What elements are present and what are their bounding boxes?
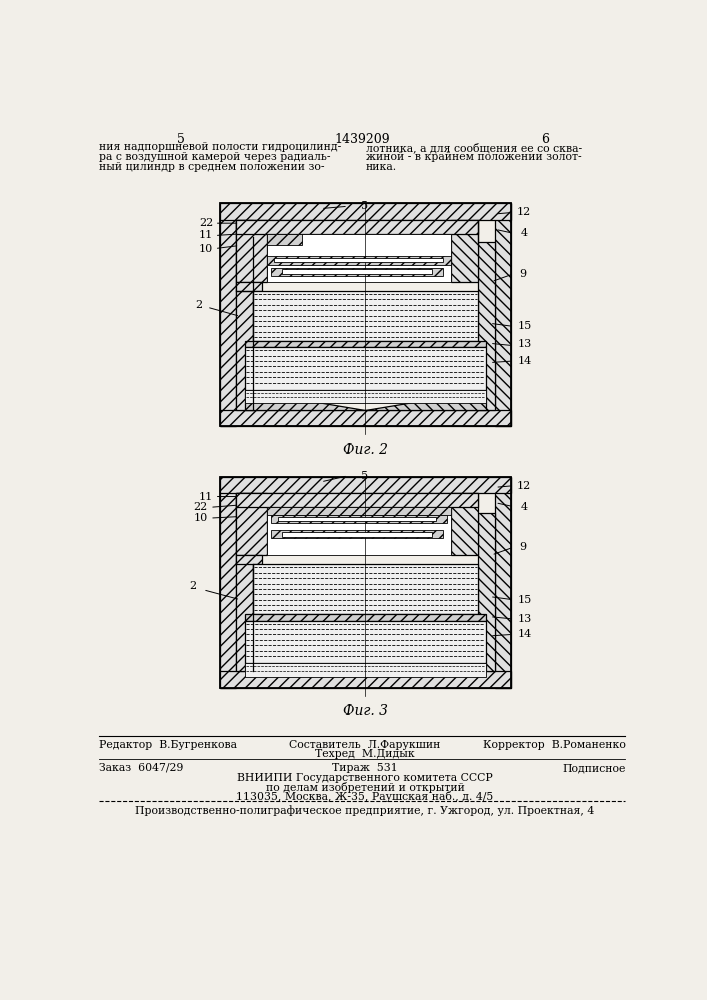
Bar — [235, 555, 262, 564]
Text: Тираж  531: Тираж 531 — [332, 763, 398, 773]
Bar — [235, 493, 252, 671]
Bar — [220, 671, 510, 688]
Text: Производственно-полиграфическое предприятие, г. Ужгород, ул. Проектная, 4: Производственно-полиграфическое предприя… — [136, 805, 595, 816]
Text: 12: 12 — [517, 481, 531, 491]
Bar — [220, 203, 510, 220]
Bar — [245, 620, 486, 663]
Bar — [478, 513, 495, 671]
Text: Заказ  6047/29: Заказ 6047/29 — [99, 763, 184, 773]
Bar — [245, 341, 486, 347]
Text: 1439209: 1439209 — [334, 133, 390, 146]
Bar — [220, 477, 510, 688]
Text: ный цилиндр в среднем положении зо-: ный цилиндр в среднем положении зо- — [99, 162, 325, 172]
Text: 10: 10 — [194, 513, 208, 523]
Text: Редактор  В.Бугренкова: Редактор В.Бугренкова — [99, 740, 238, 750]
Text: жиной - в крайнем положении золот-: жиной - в крайнем положении золот- — [366, 152, 581, 162]
Text: 4: 4 — [520, 502, 527, 512]
Text: 15: 15 — [518, 595, 532, 605]
Text: 11: 11 — [199, 231, 214, 240]
Text: 12: 12 — [517, 207, 531, 217]
Text: 6: 6 — [542, 133, 549, 146]
Text: Фиг. 2: Фиг. 2 — [343, 443, 387, 457]
Text: 14: 14 — [518, 629, 532, 639]
Text: 113035, Москва, Ж-35, Раушская наб., д. 4/5: 113035, Москва, Ж-35, Раушская наб., д. … — [236, 791, 493, 802]
Text: 11: 11 — [199, 492, 214, 502]
Bar — [478, 242, 495, 410]
Bar — [235, 282, 262, 291]
Polygon shape — [365, 389, 486, 410]
Text: ника.: ника. — [366, 162, 397, 172]
Text: 5: 5 — [361, 471, 368, 481]
Bar — [267, 256, 451, 265]
Polygon shape — [245, 389, 365, 410]
Text: 13: 13 — [518, 339, 532, 349]
Bar — [267, 234, 451, 282]
Bar — [235, 220, 252, 410]
Text: 15: 15 — [518, 321, 532, 331]
Bar — [235, 220, 267, 282]
Text: 4: 4 — [520, 228, 527, 238]
Bar — [451, 493, 478, 555]
Text: ра с воздушной камерой через радиаль-: ра с воздушной камерой через радиаль- — [99, 152, 331, 162]
Text: 10: 10 — [199, 244, 214, 254]
Text: Фиг. 3: Фиг. 3 — [343, 704, 387, 718]
Bar — [271, 515, 448, 523]
Bar — [267, 507, 451, 515]
Polygon shape — [365, 663, 486, 671]
Text: 13: 13 — [518, 614, 532, 624]
Text: 22: 22 — [194, 502, 208, 512]
Bar — [252, 564, 478, 614]
Bar — [245, 389, 486, 403]
Text: 2: 2 — [189, 581, 197, 591]
Bar — [245, 614, 486, 620]
Bar — [271, 268, 443, 276]
Bar — [235, 493, 478, 507]
Bar — [282, 532, 432, 537]
Bar — [267, 507, 451, 555]
Bar — [282, 269, 432, 274]
Bar — [267, 234, 301, 245]
Text: 22: 22 — [199, 218, 214, 228]
Text: лотника, а для сообщения ее со сква-: лотника, а для сообщения ее со сква- — [366, 142, 582, 153]
Bar — [220, 477, 510, 493]
Text: ВНИИПИ Государственного комитета СССР: ВНИИПИ Государственного комитета СССР — [237, 773, 493, 783]
Text: ния надпоршневой полости гидроцилинд-: ния надпоршневой полости гидроцилинд- — [99, 142, 341, 152]
Text: по делам изобретений и открытий: по делам изобретений и открытий — [266, 782, 464, 793]
Bar — [245, 347, 486, 389]
Bar — [220, 477, 235, 688]
Bar — [252, 291, 478, 341]
Bar — [220, 410, 510, 426]
Text: 14: 14 — [518, 356, 532, 366]
Text: 9: 9 — [519, 542, 526, 552]
Text: Подписное: Подписное — [562, 763, 626, 773]
Bar — [451, 220, 478, 282]
Bar — [220, 203, 235, 426]
Bar — [274, 258, 443, 262]
Bar — [495, 477, 510, 688]
Text: Техред  М.Дидык: Техред М.Дидык — [315, 749, 415, 759]
Polygon shape — [245, 663, 365, 671]
Text: 5: 5 — [177, 133, 185, 146]
Bar — [220, 203, 510, 426]
Text: Составитель  Л.Фарукшин: Составитель Л.Фарукшин — [289, 740, 440, 750]
Bar — [495, 203, 510, 426]
Text: Корректор  В.Романенко: Корректор В.Романенко — [483, 740, 626, 750]
Text: 5: 5 — [361, 201, 368, 211]
Text: 9: 9 — [519, 269, 526, 279]
Bar — [279, 517, 436, 521]
Bar — [271, 530, 443, 538]
Bar — [235, 220, 478, 234]
Text: 2: 2 — [196, 300, 203, 310]
Bar — [245, 663, 486, 677]
Bar — [235, 493, 267, 555]
